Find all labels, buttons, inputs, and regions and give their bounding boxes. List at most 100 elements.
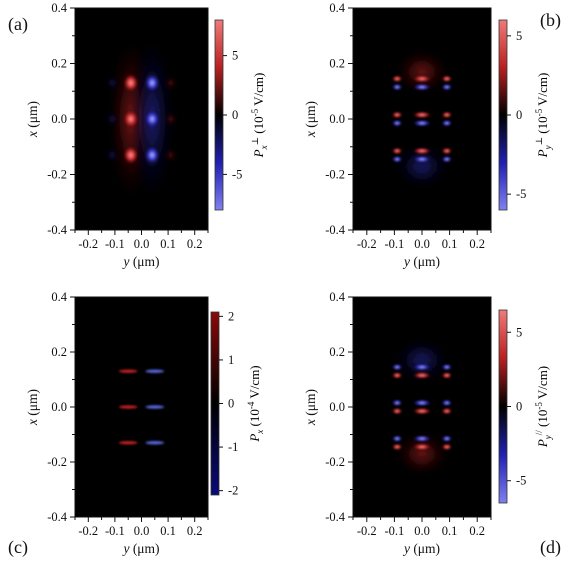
- x-tick-label: 0.0: [414, 524, 430, 538]
- colorbar-label: Px (10-4 V/cm): [246, 365, 265, 442]
- colorbar-tick-label: -1: [228, 440, 238, 454]
- x-tick-label: 0.1: [442, 237, 458, 251]
- band-bottom: [441, 372, 453, 379]
- colorbar-tick-label: 2: [228, 309, 234, 323]
- y-tick-label: -0.4: [325, 510, 346, 524]
- x-tick-label: 0.2: [187, 237, 203, 251]
- band-top: [412, 111, 432, 119]
- x-tick-label: 0.1: [160, 237, 176, 251]
- y-tick-label: 0.4: [51, 1, 67, 15]
- colorbar-tick-label: 0: [516, 400, 522, 414]
- band-bottom: [441, 83, 453, 91]
- band-top: [441, 75, 453, 83]
- heatmap-background: [353, 297, 491, 517]
- y-tick-label: 0.0: [51, 400, 67, 414]
- heatmap-field: [391, 341, 453, 473]
- cap-bottom: [397, 434, 447, 473]
- cap-top: [397, 52, 447, 92]
- band-top: [412, 147, 432, 155]
- cap-bottom: [397, 146, 447, 186]
- y-tick-label: -0.2: [325, 455, 345, 469]
- panel-label: (b): [540, 10, 561, 31]
- band-bottom: [441, 119, 453, 127]
- colorbar: [214, 19, 224, 211]
- y-tick-label: 0.2: [51, 345, 67, 359]
- colorbar-tick-label: 5: [516, 325, 522, 339]
- streak-blue: [145, 369, 165, 373]
- panel-a: -0.2 -0.1 0.0 0.1 0.2 0.4 0.2 0.0 -0.2 -0.4 y (μm)…: [8, 1, 269, 269]
- lobe-blue: [144, 145, 161, 165]
- band-top: [412, 75, 432, 83]
- colorbar-label: Py// (10-5 V/cm): [534, 366, 553, 448]
- x-axis-label: y (μm): [121, 541, 159, 556]
- heatmap-background: [75, 297, 208, 517]
- colorbar-tick-label: 0: [232, 108, 238, 122]
- band-bottom: [412, 443, 432, 451]
- band-bottom: [391, 372, 403, 379]
- band-bottom: [441, 443, 453, 451]
- band-top: [441, 111, 453, 119]
- colorbar-tick-label: 5: [516, 29, 522, 43]
- x-tick-label: -0.1: [105, 524, 125, 538]
- x-tick-label: 0.0: [414, 237, 430, 251]
- x-tick-label: -0.1: [105, 237, 125, 251]
- colorbar-tick-label: -5: [516, 187, 526, 201]
- colorbar-tick-label: 5: [232, 49, 238, 63]
- band-bottom: [441, 155, 453, 163]
- cap-top: [397, 341, 447, 380]
- band-top: [391, 435, 403, 442]
- y-tick-label: -0.4: [325, 223, 346, 237]
- y-tick-label: 0.0: [51, 112, 67, 126]
- y-tick-label: 0.4: [51, 290, 67, 304]
- panel-c: -0.2 -0.1 0.0 0.1 0.2 0.4 0.2 0.0 -0.2 -0.4 y (μm)…: [8, 290, 265, 558]
- band-top: [441, 399, 453, 407]
- panel-b: -0.2 -0.1 0.0 0.1 0.2 0.4 0.2 0.0 -0.2 -0.4 y (μm)…: [303, 1, 561, 269]
- y-tick-label: 0.2: [329, 57, 345, 71]
- y-axis-label: x (μm): [303, 389, 318, 426]
- band-bottom: [441, 407, 453, 415]
- y-tick-label: -0.2: [325, 168, 345, 182]
- panel-label: (d): [540, 537, 561, 558]
- y-tick-label: -0.4: [47, 510, 68, 524]
- panel-d: -0.2 -0.1 0.0 0.1 0.2 0.4 0.2 0.0 -0.2 -0.4 y (μm)…: [303, 290, 561, 558]
- heatmap-field: [391, 52, 453, 186]
- streak-red: [118, 405, 138, 409]
- side-lobe: [107, 113, 118, 125]
- band-bottom: [391, 119, 403, 127]
- panel-label: (a): [8, 14, 28, 35]
- lobe-blue: [144, 73, 161, 93]
- y-tick-label: -0.2: [47, 455, 67, 469]
- side-lobe: [165, 113, 176, 125]
- x-tick-label: 0.1: [442, 524, 458, 538]
- band-bottom: [391, 443, 403, 451]
- x-tick-label: 0.2: [187, 524, 203, 538]
- colorbar-tick-label: 0: [516, 108, 522, 122]
- lobe-red: [122, 109, 139, 129]
- y-tick-label: 0.0: [329, 112, 345, 126]
- x-tick-label: -0.2: [78, 524, 98, 538]
- band-top: [391, 363, 403, 371]
- x-tick-label: -0.2: [357, 237, 377, 251]
- band-bottom: [412, 407, 432, 415]
- streak-blue: [145, 405, 165, 409]
- x-tick-label: -0.2: [78, 237, 98, 251]
- x-tick-label: 0.0: [134, 524, 150, 538]
- streak-blue: [145, 441, 165, 445]
- x-tick-label: -0.1: [385, 524, 405, 538]
- colorbar-tick-label: 0: [228, 397, 234, 411]
- band-top: [391, 75, 403, 83]
- x-tick-label: 0.1: [160, 524, 176, 538]
- band-top: [391, 399, 403, 407]
- x-axis-label: y (μm): [402, 254, 440, 269]
- colorbar-tick-label: -5: [516, 474, 526, 488]
- band-top: [441, 147, 453, 155]
- y-tick-label: 0.2: [329, 345, 345, 359]
- band-bottom: [391, 407, 403, 415]
- panel-label: (c): [8, 537, 28, 558]
- heatmap-background: [353, 8, 491, 230]
- lobe-blue: [144, 109, 161, 129]
- band-top: [412, 363, 432, 371]
- heatmap-field: [118, 369, 165, 445]
- x-tick-label: -0.2: [357, 524, 377, 538]
